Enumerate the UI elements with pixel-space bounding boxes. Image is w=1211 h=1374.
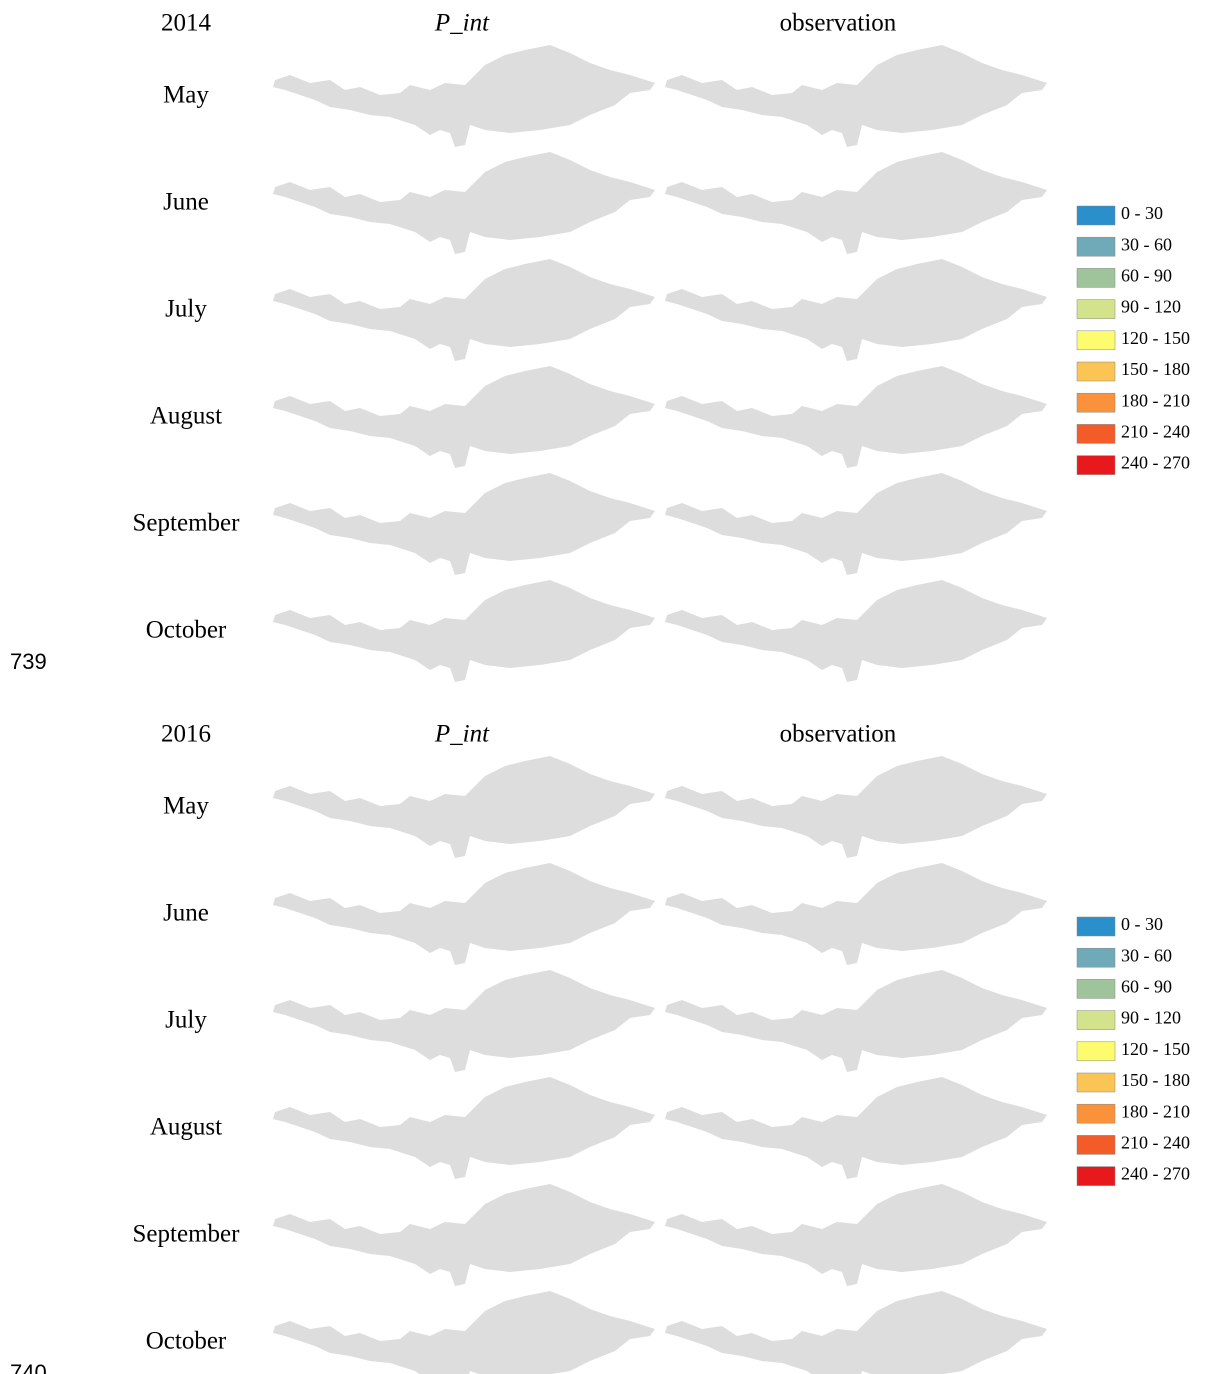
month-label: October: [146, 617, 227, 644]
month-label: May: [163, 793, 209, 820]
legend-swatch: [1076, 1166, 1116, 1186]
legend-label: 60 - 90: [1121, 266, 1172, 286]
basin-map: [665, 1077, 1047, 1179]
legend-label: 0 - 30: [1121, 914, 1163, 934]
column-header: observation: [780, 721, 897, 748]
legend-swatch: [1076, 330, 1116, 351]
legend-swatch: [1076, 205, 1116, 226]
legend-swatch: [1076, 1135, 1116, 1155]
basin-map: [273, 1291, 655, 1374]
line-number: 739: [10, 649, 47, 674]
month-label: August: [150, 403, 222, 430]
basin-map: [665, 366, 1047, 468]
basin-map: [273, 45, 655, 147]
basin-map: [665, 45, 1047, 147]
legend-label: 210 - 240: [1121, 422, 1190, 442]
legend-label: 120 - 150: [1121, 1039, 1190, 1059]
basin-map: [273, 473, 655, 575]
basin-map: [273, 152, 655, 254]
basin-map: [665, 1184, 1047, 1286]
legend-swatch: [1076, 1072, 1116, 1093]
line-number: 740: [10, 1360, 47, 1374]
legend-swatch: [1076, 392, 1116, 413]
month-label: October: [146, 1328, 227, 1355]
legend-label: 30 - 60: [1121, 234, 1172, 254]
month-label: July: [165, 296, 207, 323]
basin-map: [665, 473, 1047, 575]
month-label: August: [150, 1114, 222, 1141]
basin-map: [665, 863, 1047, 965]
basin-map: [273, 863, 655, 965]
legend-label: 180 - 210: [1121, 390, 1190, 410]
month-label: June: [163, 900, 209, 927]
month-label: July: [165, 1007, 207, 1034]
legend-label: 120 - 150: [1121, 328, 1190, 348]
legend-swatch: [1076, 361, 1116, 382]
basin-map: [273, 1184, 655, 1286]
month-label: September: [133, 1221, 241, 1248]
month-label: September: [133, 510, 241, 537]
legend-label: 240 - 270: [1121, 453, 1190, 473]
legend-label: 60 - 90: [1121, 977, 1172, 997]
basin-map: [273, 366, 655, 468]
basin-map: [665, 580, 1047, 682]
legend-label: 210 - 240: [1121, 1133, 1190, 1153]
legend-label: 30 - 60: [1121, 945, 1172, 965]
legend-swatch: [1076, 1103, 1116, 1124]
legend-swatch: [1076, 1010, 1116, 1030]
legend-label: 150 - 180: [1121, 1070, 1190, 1090]
legend-swatch: [1076, 916, 1116, 937]
legend-label: 0 - 30: [1121, 203, 1163, 223]
year-label: 2014: [161, 10, 212, 37]
basin-map: [273, 970, 655, 1072]
basin-map: [273, 1077, 655, 1179]
legend-swatch: [1076, 1041, 1116, 1062]
legend-swatch: [1076, 947, 1116, 968]
basin-map: [665, 259, 1047, 361]
legend-label: 180 - 210: [1121, 1101, 1190, 1121]
legend-swatch: [1076, 299, 1116, 319]
legend-label: 240 - 270: [1121, 1164, 1190, 1184]
basin-map: [665, 152, 1047, 254]
legend-swatch: [1076, 424, 1116, 444]
legend-label: 90 - 120: [1121, 297, 1181, 317]
month-label: May: [163, 82, 209, 109]
legend-swatch: [1076, 236, 1116, 257]
basin-map: [273, 580, 655, 682]
column-header: P_int: [434, 721, 490, 748]
basin-map: [273, 756, 655, 858]
legend-label: 150 - 180: [1121, 359, 1190, 379]
legend-swatch: [1076, 268, 1116, 288]
year-label: 2016: [161, 721, 211, 748]
basin-map: [273, 259, 655, 361]
basin-map: [665, 970, 1047, 1072]
legend-label: 90 - 120: [1121, 1008, 1181, 1028]
legend-swatch: [1076, 455, 1116, 475]
month-label: June: [163, 189, 209, 216]
legend-swatch: [1076, 979, 1116, 999]
basin-map: [665, 756, 1047, 858]
basin-map: [665, 1291, 1047, 1374]
column-header: observation: [780, 10, 897, 37]
column-header: P_int: [434, 10, 490, 37]
